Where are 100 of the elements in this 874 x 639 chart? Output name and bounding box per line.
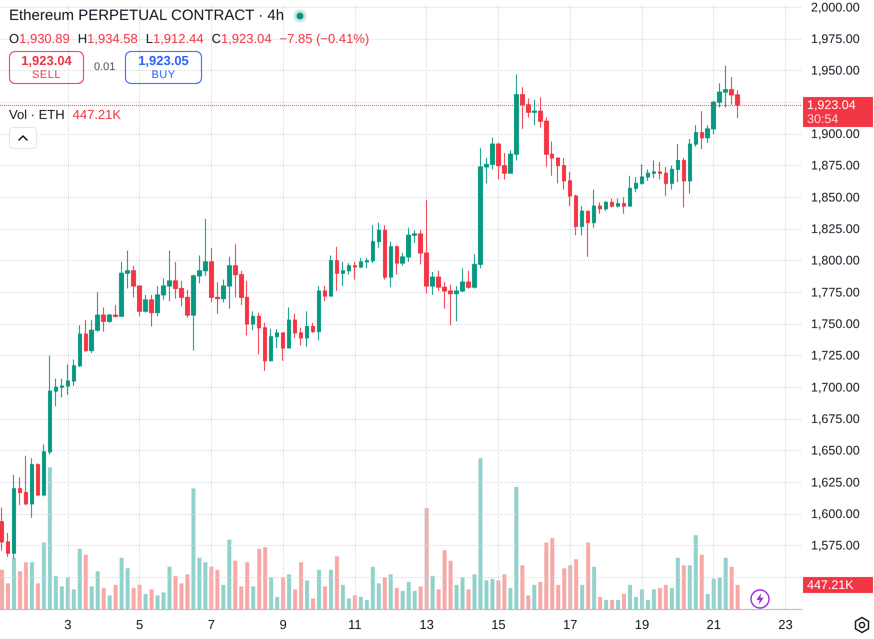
bar [382, 577, 387, 609]
bar [664, 584, 668, 609]
y-tick-label: 1,600.00 [811, 506, 860, 521]
bar [0, 570, 4, 609]
bar [724, 558, 728, 609]
bar [484, 580, 488, 609]
candlestick [532, 99, 537, 126]
bar [610, 600, 614, 609]
candlestick [430, 272, 435, 296]
bar [78, 548, 82, 609]
x-tick-label: 17 [562, 617, 578, 632]
candlestick [275, 328, 279, 349]
candlestick [269, 328, 273, 362]
bar [412, 590, 417, 609]
bar [60, 586, 64, 609]
bar [48, 467, 52, 609]
candlestick [353, 261, 357, 280]
candlestick [305, 310, 309, 348]
candlestick [562, 158, 566, 190]
candlestick [586, 210, 590, 258]
candlestick [598, 202, 602, 214]
bar [96, 571, 100, 609]
candlestick [556, 158, 560, 184]
candlestick [640, 164, 644, 186]
bar [736, 584, 740, 609]
candlestick [101, 307, 106, 332]
bar [299, 562, 304, 609]
bar [12, 558, 16, 609]
annotation: 0.01 [94, 61, 116, 73]
candlestick [143, 294, 148, 314]
annotation: H [78, 31, 88, 46]
candlestick [293, 313, 297, 338]
bar [132, 588, 136, 609]
bar [490, 578, 494, 609]
candlestick [592, 189, 596, 228]
ref-line-label: 1,923.04 [807, 98, 856, 112]
candlestick [395, 244, 399, 276]
bar [682, 565, 686, 609]
bar [442, 550, 447, 609]
annotation: 1,923.04 [220, 31, 272, 46]
bar [556, 584, 560, 609]
bar [616, 600, 620, 609]
bar [526, 595, 530, 609]
bar [502, 574, 506, 609]
bar [670, 588, 674, 609]
bar [102, 588, 106, 609]
candlestick [610, 198, 614, 208]
bar [688, 565, 692, 609]
bar [538, 582, 542, 609]
bar [84, 554, 88, 609]
candlestick [676, 144, 680, 183]
bar [287, 574, 292, 609]
bar [598, 596, 602, 609]
bar [358, 596, 363, 609]
bar [126, 568, 130, 609]
bar [694, 535, 698, 609]
bar [508, 588, 512, 609]
y-tick-label: 1,950.00 [811, 64, 860, 78]
annotation: BUY [151, 68, 176, 82]
bar [364, 600, 369, 609]
candlestick [682, 158, 686, 208]
bar [203, 562, 208, 609]
y-tick-label: 1,850.00 [811, 190, 860, 204]
bar [436, 589, 441, 609]
y-tick-label: 1,650.00 [811, 444, 860, 458]
annotation: 1,930.89 [19, 31, 70, 46]
candlestick [670, 165, 674, 190]
bar [173, 576, 178, 609]
bar [305, 580, 310, 609]
y-tick-label: 1,700.00 [811, 380, 860, 394]
y-tick-label: 1,750.00 [811, 316, 860, 331]
bar [604, 600, 608, 609]
bar [520, 565, 524, 609]
candlestick [6, 532, 10, 558]
bar [322, 586, 327, 609]
bar [18, 571, 22, 609]
candlestick [688, 138, 692, 194]
bar [574, 559, 578, 609]
text: 447.21K [807, 578, 854, 592]
candlestick [347, 262, 351, 276]
y-tick-label: 1,875.00 [811, 158, 860, 173]
bar [580, 584, 584, 609]
candlestick [257, 312, 261, 355]
candlestick [263, 322, 267, 372]
bar [652, 589, 656, 609]
bar [191, 488, 196, 609]
bar [257, 548, 262, 609]
candlestick [287, 307, 291, 349]
y-tick-label: 1,800.00 [811, 254, 860, 268]
x-tick-label: 15 [491, 617, 506, 632]
candlestick [335, 246, 339, 292]
candlestick [48, 355, 52, 455]
x-tick-label: 23 [778, 617, 793, 632]
bar [197, 558, 202, 609]
y-tick-label: 1,675.00 [811, 412, 860, 426]
bar [340, 584, 345, 609]
bar [418, 586, 423, 609]
bar [162, 592, 166, 609]
annotation: 447.21K [72, 107, 122, 122]
bar [317, 570, 322, 609]
